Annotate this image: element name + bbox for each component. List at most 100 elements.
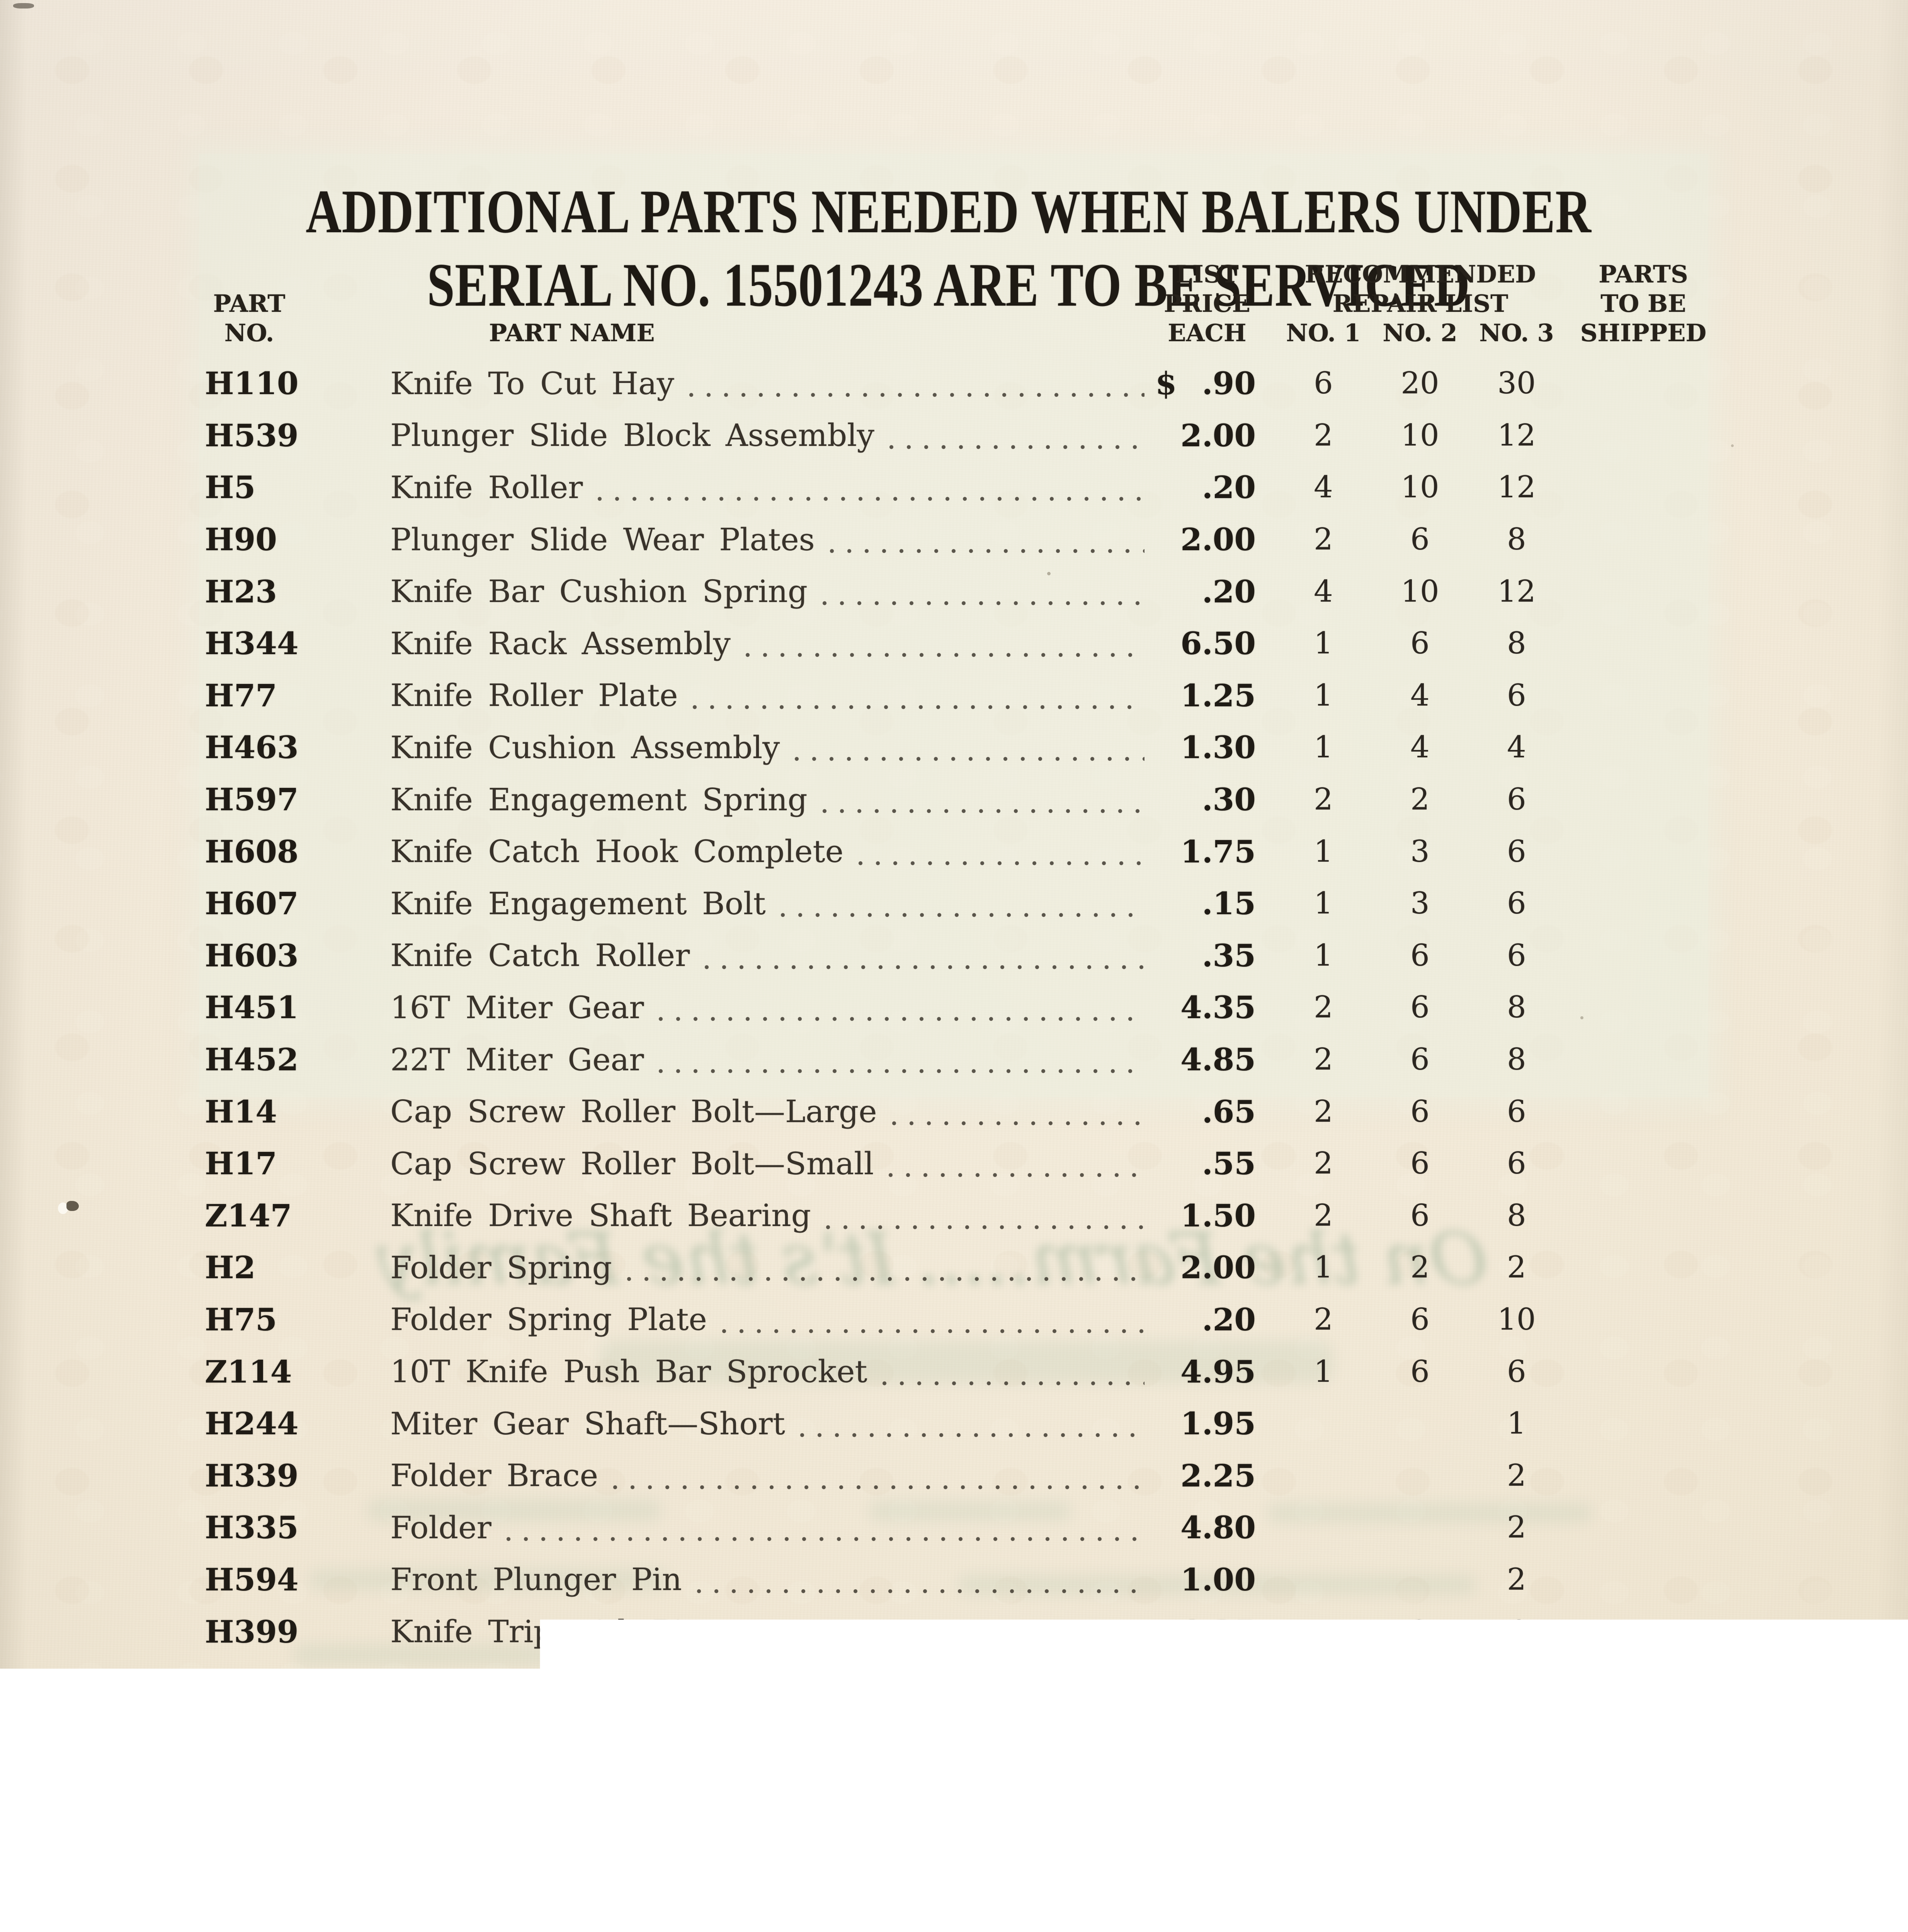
- repair-no3-cell: 6: [1468, 886, 1565, 921]
- table-row: H355 Twine Finger Upper Old Style 2.00 1…: [205, 1709, 1719, 1762]
- repair-no2-cell: 2: [1372, 782, 1468, 817]
- repair-no3-cell: 8: [1468, 990, 1565, 1025]
- dotted-leader: [692, 705, 1144, 709]
- repair-no2-cell: 20: [1372, 366, 1468, 401]
- repair-no1-cell: 2: [1275, 1146, 1372, 1181]
- part-name-cell: Knife Bar Cushion Spring: [390, 573, 1155, 609]
- repair-no1-cell: 2: [1275, 1094, 1372, 1129]
- price-value: .20: [1202, 469, 1256, 505]
- part-no-cell: H14: [205, 1094, 390, 1130]
- price-cell: .35: [1155, 937, 1256, 974]
- repair-no3-cell: 6: [1468, 782, 1565, 817]
- part-name-text: Knife Drive Shaft Bearing: [390, 1197, 811, 1233]
- price-value: 1.50: [1180, 1197, 1256, 1234]
- repair-no3-cell: 8: [1468, 626, 1565, 661]
- part-no-cell: H594: [205, 1561, 390, 1598]
- part-no-cell: H399: [205, 1614, 390, 1650]
- price-value: 6.50: [1180, 625, 1256, 662]
- repair-no1-cell: 1: [1275, 626, 1372, 661]
- price-cell: 2.00: [1155, 521, 1256, 558]
- table-row: Z114 10T Knife Push Bar Sprocket 4.95 1 …: [205, 1345, 1719, 1398]
- header-each: EACH: [1145, 318, 1269, 348]
- price-value: 1.30: [1180, 729, 1256, 765]
- price-cell: 2.00: [1155, 1718, 1256, 1754]
- price-cell: 2.00: [1155, 1249, 1256, 1286]
- part-name-text: Folder Spring Plate: [390, 1301, 707, 1337]
- dotted-leader: [718, 1641, 1144, 1646]
- dotted-leader: [745, 653, 1144, 657]
- part-name-text: Plunger Slide Wear Plates: [390, 522, 815, 558]
- repair-no3-cell: 6: [1468, 938, 1565, 973]
- header-parts: PARTS: [1565, 260, 1722, 289]
- part-name-text: Twine Finger Old Style: [390, 1666, 769, 1702]
- part-name-text: Knife Roller: [390, 469, 583, 505]
- table-row: H539 Plunger Slide Block Assembly 2.00 2…: [205, 410, 1719, 462]
- part-no-cell: H354: [205, 1665, 390, 1702]
- repair-no1-cell: 2: [1275, 1042, 1372, 1077]
- price-value: .35: [1202, 937, 1256, 974]
- repair-no2-cell: 6: [1372, 938, 1468, 973]
- table-row: H2 Folder Spring 2.00 1 2 2: [205, 1242, 1719, 1294]
- header-repair-cols: NO. 1 NO. 2 NO. 3: [1275, 318, 1566, 348]
- price-value: .65: [1202, 1094, 1256, 1130]
- price-cell: 1.75: [1155, 833, 1256, 870]
- table-row: H354 Twine Finger Old Style 1.60 1 3: [205, 1658, 1719, 1710]
- price-value: .90: [1202, 365, 1256, 401]
- part-name-text: Knife Rack Assembly: [390, 626, 731, 662]
- repair-no1-cell: 2: [1275, 1198, 1372, 1233]
- part-no-cell: H339: [205, 1458, 390, 1494]
- repair-no2-cell: 4: [1372, 678, 1468, 713]
- price-cell: .65: [1155, 1094, 1256, 1130]
- price-cell: 1.25: [1155, 677, 1256, 714]
- part-no-cell: H451: [205, 989, 390, 1026]
- repair-no1-cell: 1: [1275, 730, 1372, 765]
- dotted-leader: [822, 809, 1144, 813]
- header-repair-list: REPAIR LIST: [1275, 289, 1566, 318]
- part-name-cell: Knife Drive Shaft Bearing: [390, 1197, 1155, 1233]
- repair-no2-cell: 10: [1372, 418, 1468, 453]
- repair-no2-cell: 1: [1372, 1666, 1468, 1701]
- part-no-cell: H344: [205, 625, 390, 662]
- repair-no2-cell: 10: [1372, 574, 1468, 609]
- table-row: H75 Folder Spring Plate .20 2 6 10: [205, 1294, 1719, 1346]
- repair-no3-cell: 6: [1468, 678, 1565, 713]
- repair-no1-cell: 1: [1275, 1354, 1372, 1389]
- price-value: 1.00: [1180, 1561, 1256, 1598]
- price-cell: .15: [1155, 885, 1256, 922]
- part-name-cell: Miter Gear Shaft—Short: [390, 1406, 1155, 1442]
- page-title-line1: ADDITIONAL PARTS NEEDED WHEN BALERS UNDE…: [190, 175, 1707, 248]
- dotted-leader: [658, 1017, 1144, 1021]
- part-no-cell: Z114: [205, 1354, 390, 1390]
- price-value: 1.75: [1180, 833, 1256, 870]
- part-no-cell: H90: [205, 521, 390, 558]
- part-no-cell: H607: [205, 885, 390, 922]
- price-cell: 1.60: [1155, 1665, 1256, 1702]
- dotted-leader: [882, 1381, 1144, 1386]
- part-no-cell: H597: [205, 781, 390, 818]
- dotted-leader: [794, 757, 1144, 761]
- header-no2: NO. 2: [1372, 318, 1468, 348]
- table-row: H399 Knife Trip with Pin 1.25 2 4: [205, 1605, 1719, 1658]
- part-no-cell: H23: [205, 573, 390, 610]
- repair-no2-cell: 6: [1372, 626, 1468, 661]
- table-row: H451 16T Miter Gear 4.35 2 6 8: [205, 981, 1719, 1034]
- repair-no3-cell: 6: [1468, 1094, 1565, 1129]
- price-value: 2.00: [1180, 1718, 1256, 1754]
- part-name-text: Twine Finger Upper Old Style: [390, 1718, 882, 1753]
- repair-no3-cell: 30: [1468, 366, 1565, 401]
- price-value: 1.95: [1180, 1405, 1256, 1442]
- column-header-list-price: LIST PRICE EACH: [1145, 260, 1269, 348]
- repair-no1-cell: 2: [1275, 418, 1372, 453]
- repair-no2-cell: 4: [1372, 730, 1468, 765]
- part-name-cell: Knife Trip with Pin: [390, 1614, 1155, 1650]
- dotted-leader: [889, 445, 1144, 449]
- column-header-part-name: PART NAME: [456, 318, 688, 348]
- column-header-part-no: PART NO.: [209, 289, 290, 348]
- repair-no3-cell: 3: [1468, 1718, 1565, 1753]
- table-row: H608 Knife Catch Hook Complete 1.75 1 3 …: [205, 825, 1719, 878]
- header-recommended: RECOMMENDED: [1275, 260, 1566, 289]
- repair-no2-cell: 6: [1372, 990, 1468, 1025]
- part-name-cell: Twine Finger Old Style: [390, 1666, 1155, 1702]
- part-name-text: Knife Engagement Spring: [390, 782, 808, 818]
- part-name-cell: Knife Catch Roller: [390, 937, 1155, 973]
